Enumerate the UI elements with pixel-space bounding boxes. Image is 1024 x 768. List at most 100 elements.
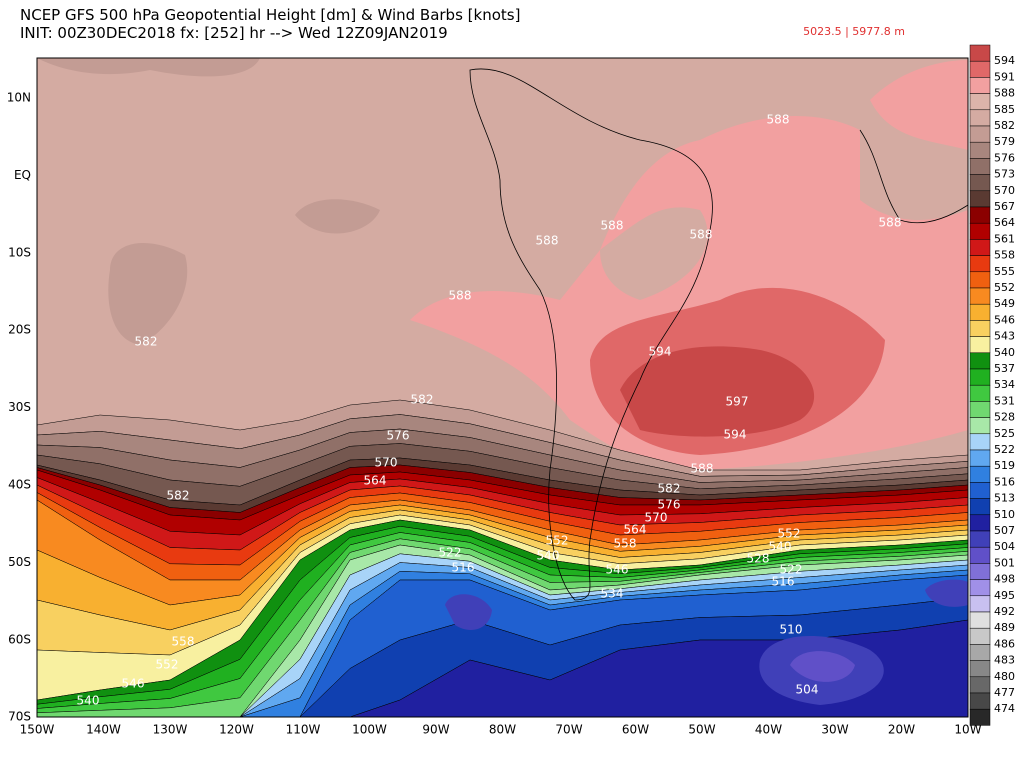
- colorbar-label: 588: [994, 87, 1015, 100]
- colorbar-label: 501: [994, 556, 1015, 569]
- colorbar-label: 510: [994, 508, 1015, 521]
- colorbar-label: 564: [994, 216, 1015, 229]
- lon-label: 140W: [86, 723, 121, 737]
- contour-label: 534: [601, 587, 624, 601]
- contour-label: 558: [172, 635, 195, 649]
- coastline: [859, 129, 968, 224]
- colorbar-box: [969, 676, 991, 694]
- lon-label: 150W: [20, 723, 55, 737]
- colorbar-box: [969, 660, 991, 678]
- contour-label: 597: [726, 395, 749, 409]
- contour-label: 582: [411, 393, 434, 407]
- contour-label: 588: [449, 289, 472, 303]
- lon-label: 120W: [219, 723, 254, 737]
- lon-label: 100W: [352, 723, 387, 737]
- lon-label: 60W: [622, 723, 649, 737]
- colorbar-label: 486: [994, 637, 1015, 650]
- colorbar-label: 549: [994, 297, 1015, 310]
- lon-label: 90W: [422, 723, 449, 737]
- colorbar-label: 558: [994, 249, 1015, 262]
- colorbar-box: [969, 368, 991, 386]
- colorbar-box: [969, 498, 991, 516]
- lon-label: 20W: [888, 723, 915, 737]
- colorbar-box: [969, 482, 991, 499]
- colorbar-box: [969, 644, 991, 661]
- contour-label: 546: [122, 677, 145, 691]
- contour-label: 582: [658, 482, 681, 496]
- colorbar-label: 579: [994, 135, 1015, 148]
- colorbar-label: 477: [994, 686, 1015, 699]
- colorbar-label: 489: [994, 621, 1015, 634]
- contour-label: 510: [780, 623, 803, 637]
- contour-label: 552: [546, 534, 569, 548]
- low-center: [445, 594, 492, 630]
- colorbar-label: 495: [994, 589, 1015, 602]
- colorbar-label: 582: [994, 119, 1015, 132]
- lon-label: 30W: [821, 723, 848, 737]
- lat-label: 10N: [7, 91, 31, 105]
- colorbar-label: 561: [994, 232, 1015, 245]
- colorbar-label: 507: [994, 524, 1015, 537]
- contour-label: 528: [747, 552, 770, 566]
- contour-label: 588: [879, 216, 902, 230]
- contour-label: 588: [601, 219, 624, 233]
- contour-label: 516: [772, 575, 795, 589]
- colorbar-box: [969, 336, 991, 354]
- colorbar-box: [969, 465, 991, 483]
- colorbar-box: [969, 77, 991, 94]
- lon-label: 130W: [153, 723, 188, 737]
- contour-label: 570: [375, 456, 398, 470]
- colorbar-label: 474: [994, 702, 1015, 715]
- colorbar-box: [969, 255, 991, 273]
- low-height-area: [295, 199, 380, 234]
- colorbar-box: [969, 595, 991, 613]
- colorbar-label: 519: [994, 459, 1015, 472]
- colorbar-label: 543: [994, 330, 1015, 343]
- contour-label: 540: [769, 540, 792, 554]
- colorbar-box: [969, 158, 991, 175]
- colorbar-label: 537: [994, 362, 1015, 375]
- contour-label: 582: [167, 489, 190, 503]
- high-height-hole: [600, 207, 708, 300]
- low-center: [790, 651, 855, 682]
- height-bands: [37, 399, 968, 717]
- low-height-area: [108, 243, 188, 345]
- contour-label: 504: [796, 683, 819, 697]
- lat-label: 10S: [8, 245, 31, 259]
- colorbar-box: [969, 401, 991, 418]
- contour-label: 594: [724, 428, 747, 442]
- colorbar-label: 552: [994, 281, 1015, 294]
- colorbar-box: [969, 579, 991, 597]
- contour-label: 576: [387, 429, 410, 443]
- low-height-area: [37, 58, 260, 77]
- colorbar-label: 492: [994, 605, 1015, 618]
- colorbar-box: [969, 93, 991, 111]
- colorbar-label: 525: [994, 427, 1015, 440]
- colorbar-label: 504: [994, 540, 1015, 553]
- contour-label: 546: [606, 563, 629, 577]
- contour-label: 552: [778, 527, 801, 541]
- contour-label: 588: [690, 228, 713, 242]
- title: NCEP GFS 500 hPa Geopotential Height [dm…: [20, 6, 520, 24]
- contour-label: 540: [77, 694, 100, 708]
- colorbar-label: 591: [994, 70, 1015, 83]
- height-band: [37, 597, 968, 717]
- colorbar-box: [969, 627, 991, 645]
- contour-label: 522: [780, 563, 803, 577]
- colorbar-label: 570: [994, 184, 1015, 197]
- colorbar-label: 522: [994, 443, 1015, 456]
- contour-label: 540: [537, 549, 560, 563]
- colorbar-label: 498: [994, 573, 1015, 586]
- colorbar-box: [969, 141, 991, 159]
- colorbar-box: [969, 303, 991, 321]
- map-frame: [36, 57, 969, 718]
- lat-label: 20S: [8, 323, 31, 337]
- colorbar-box: [969, 530, 991, 548]
- colorbar-label: 483: [994, 654, 1015, 667]
- colorbar-label: 555: [994, 265, 1015, 278]
- colorbar-box: [969, 384, 991, 402]
- colorbar-box: [969, 174, 991, 192]
- contour-label: 570: [645, 511, 668, 525]
- high-height-area: [870, 60, 968, 150]
